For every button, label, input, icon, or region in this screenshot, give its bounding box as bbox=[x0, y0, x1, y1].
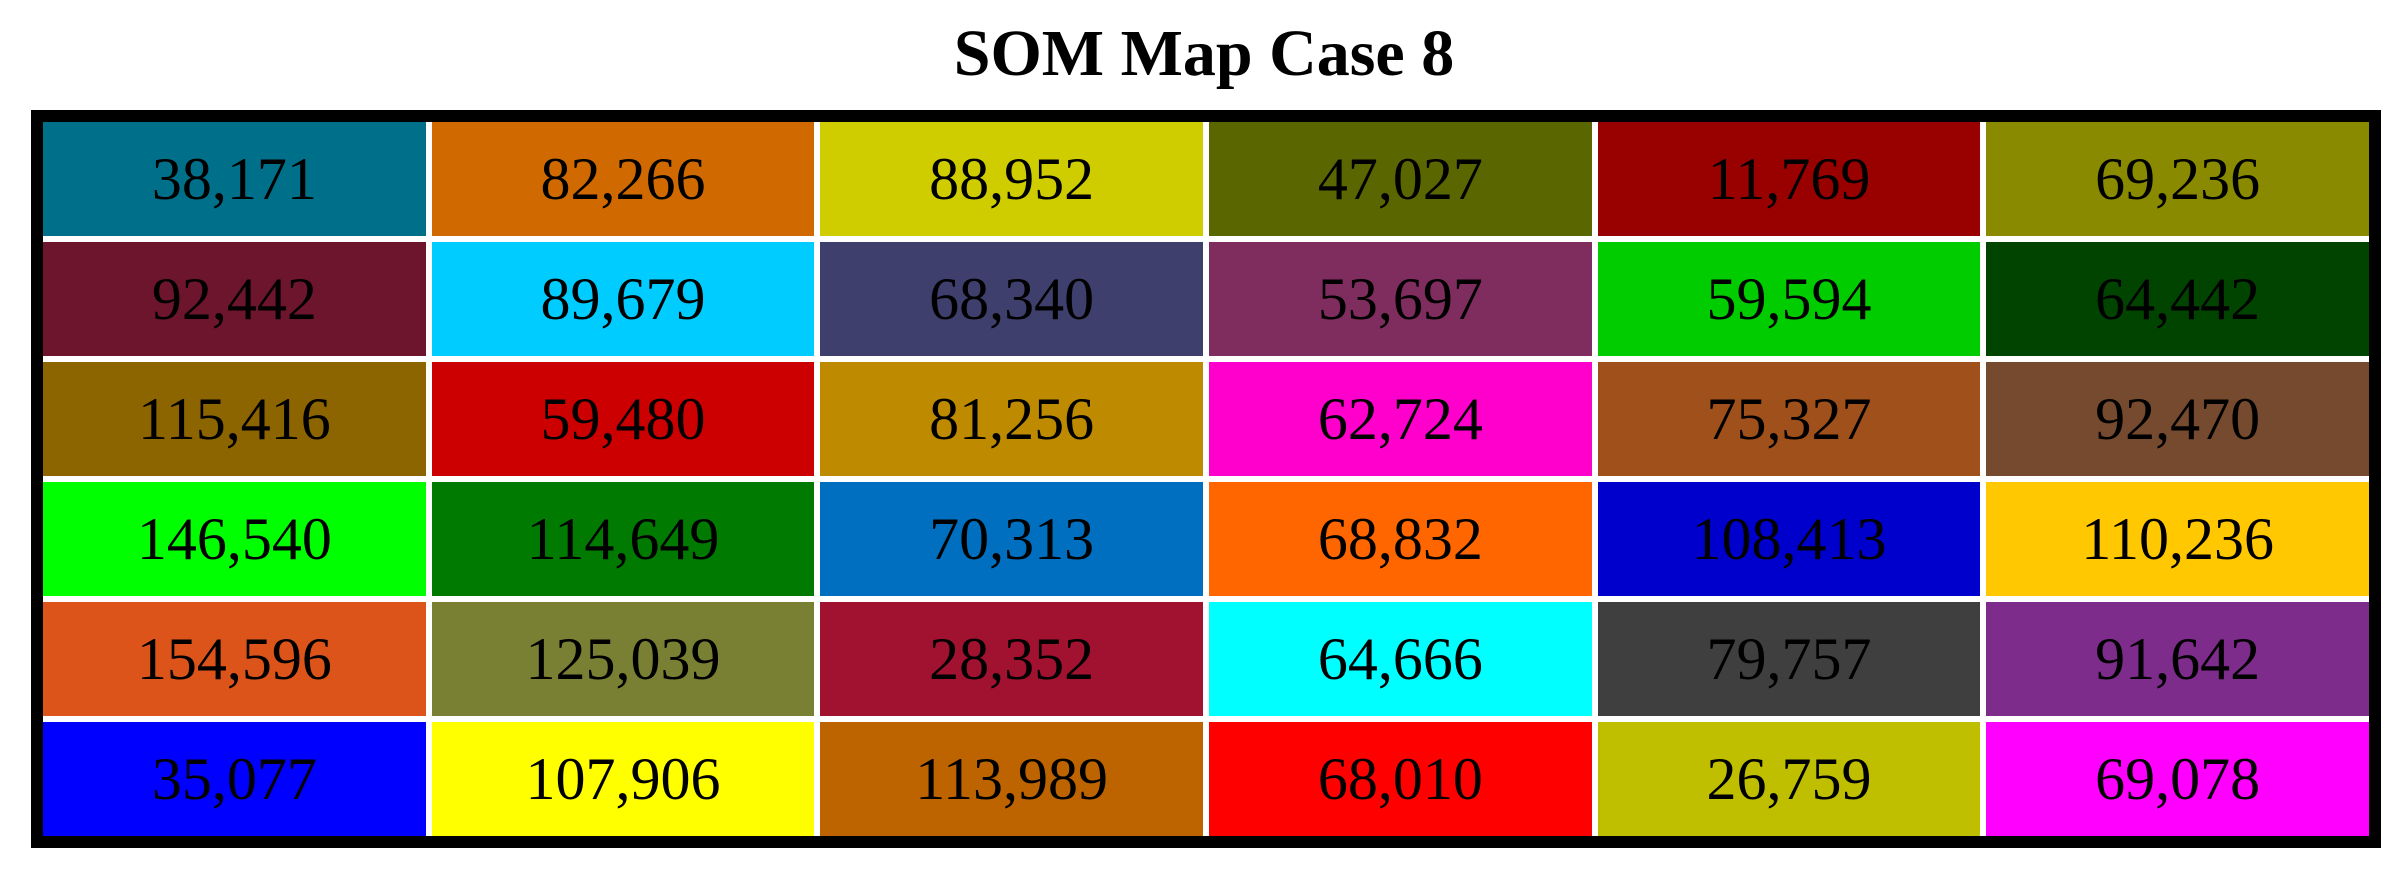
som-cell: 64,442 bbox=[1986, 242, 2369, 356]
som-cell: 68,010 bbox=[1208, 722, 1592, 836]
som-cell: 69,236 bbox=[1986, 122, 2369, 236]
som-grid: 38,171 82,266 88,952 47,027 11,769 69,236 92,4… bbox=[43, 122, 2369, 836]
som-cell: 92,442 bbox=[43, 242, 426, 356]
som-cell: 92,470 bbox=[1986, 362, 2369, 476]
som-cell: 68,340 bbox=[820, 242, 1203, 356]
som-cell: 64,666 bbox=[1208, 602, 1592, 716]
som-cell: 69,078 bbox=[1986, 722, 2369, 836]
som-cell: 62,724 bbox=[1208, 362, 1592, 476]
som-cell: 88,952 bbox=[820, 122, 1203, 236]
som-cell: 47,027 bbox=[1208, 122, 1592, 236]
som-cell: 82,266 bbox=[431, 122, 815, 236]
som-cell: 113,989 bbox=[820, 722, 1203, 836]
som-cell: 108,413 bbox=[1597, 482, 1981, 596]
map-frame: 38,171 82,266 88,952 47,027 11,769 69,236 92,4… bbox=[31, 110, 2381, 848]
som-cell: 107,906 bbox=[431, 722, 815, 836]
som-cell: 91,642 bbox=[1986, 602, 2369, 716]
som-cell: 59,480 bbox=[431, 362, 815, 476]
som-cell: 53,697 bbox=[1208, 242, 1592, 356]
som-cell: 81,256 bbox=[820, 362, 1203, 476]
som-cell: 26,759 bbox=[1597, 722, 1981, 836]
som-cell: 70,313 bbox=[820, 482, 1203, 596]
som-cell: 154,596 bbox=[43, 602, 426, 716]
som-cell: 38,171 bbox=[43, 122, 426, 236]
title: SOM Map Case 8 bbox=[953, 17, 1455, 90]
som-cell: 68,832 bbox=[1208, 482, 1592, 596]
som-cell: 75,327 bbox=[1597, 362, 1981, 476]
som-cell: 114,649 bbox=[431, 482, 815, 596]
som-cell: 115,416 bbox=[43, 362, 426, 476]
som-cell: 28,352 bbox=[820, 602, 1203, 716]
som-cell: 125,039 bbox=[431, 602, 815, 716]
som-cell: 35,077 bbox=[43, 722, 426, 836]
som-cell: 11,769 bbox=[1597, 122, 1981, 236]
som-cell: 146,540 bbox=[43, 482, 426, 596]
som-cell: 89,679 bbox=[431, 242, 815, 356]
som-cell: 59,594 bbox=[1597, 242, 1981, 356]
som-cell: 79,757 bbox=[1597, 602, 1981, 716]
som-cell: 110,236 bbox=[1986, 482, 2369, 596]
